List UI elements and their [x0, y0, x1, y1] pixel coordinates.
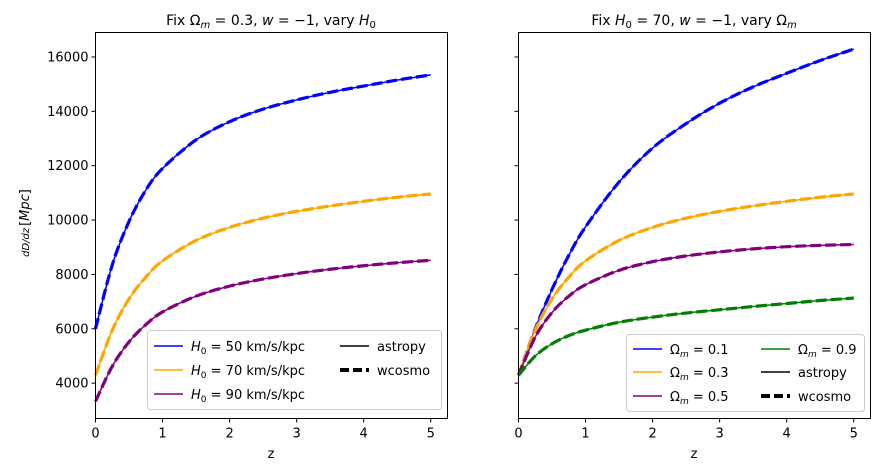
- series-0-0-astropy-line: [94, 74, 431, 329]
- left-x-axis-label: z: [268, 447, 275, 462]
- left-plot-area: [93, 73, 431, 403]
- series-1-3-wcosmo-line: [517, 296, 854, 377]
- x-tick-label: 3: [293, 427, 301, 442]
- legend-label-astropy-right: astropy: [798, 366, 847, 381]
- x-tick-label: 5: [427, 427, 435, 442]
- legend-label-om-01: Ωm = 0.1: [670, 343, 729, 360]
- legend-label-h0-90: H0 = 90 km/s/kpc: [191, 388, 305, 405]
- right-panel: Fix H0 = 70, w = −1, vary Ωm 0 1 2 3 4 5 z Ωm…: [514, 13, 871, 462]
- y-tick-label: 16000: [47, 50, 88, 65]
- right-axes-frame: [518, 32, 871, 419]
- x-tick-label: 5: [850, 427, 858, 442]
- legend-label-wcosmo: wcosmo: [377, 364, 430, 379]
- left-axes: 0 1 2 3 4 5 4000 6000 8000 10000 12000 14000 16000: [47, 50, 435, 441]
- left-panel: Fix Ωm = 0.3, w = −1, vary H0 0 1 2 3 4 5 4000…: [47, 13, 448, 462]
- legend-label-astropy: astropy: [377, 340, 426, 355]
- x-tick-label: 0: [91, 427, 99, 442]
- series-1-0-wcosmo-line: [516, 47, 855, 376]
- right-legend-frame: [626, 334, 865, 412]
- legend-label-om-03: Ωm = 0.3: [670, 366, 729, 383]
- x-tick-label: 2: [225, 427, 233, 442]
- y-tick-label: 10000: [47, 214, 88, 229]
- right-x-axis-label: z: [691, 447, 698, 462]
- y-axis-label: dD/dz[Mpc]: [18, 189, 33, 257]
- legend-label-wcosmo-right: wcosmo: [798, 390, 851, 405]
- right-legend: Ωm = 0.1 Ωm = 0.3 Ωm = 0.5 Ωm = 0.9 astr…: [626, 334, 865, 412]
- x-tick-label: 4: [783, 427, 791, 442]
- y-tick-label: 12000: [47, 159, 88, 174]
- legend-label-om-05: Ωm = 0.5: [670, 390, 729, 407]
- right-chart-title: Fix H0 = 70, w = −1, vary Ωm: [591, 13, 797, 31]
- y-tick-label: 14000: [47, 105, 88, 120]
- left-chart-title: Fix Ωm = 0.3, w = −1, vary H0: [166, 13, 376, 31]
- series-0-0-wcosmo-line: [93, 73, 431, 330]
- right-axes: 0 1 2 3 4 5: [514, 56, 858, 442]
- left-legend: H0 = 50 km/s/kpc H0 = 70 km/s/kpc H0 = 9…: [147, 330, 442, 410]
- y-tick-label: 4000: [55, 377, 88, 392]
- legend-label-h0-50: H0 = 50 km/s/kpc: [191, 340, 305, 357]
- x-tick-label: 2: [648, 427, 656, 442]
- x-tick-label: 1: [581, 427, 589, 442]
- left-axes-frame: [95, 32, 448, 419]
- legend-label-h0-70: H0 = 70 km/s/kpc: [191, 364, 305, 381]
- x-tick-label: 1: [158, 427, 166, 442]
- y-tick-label: 8000: [55, 268, 88, 283]
- series-1-2-wcosmo-line: [517, 242, 854, 376]
- left-legend-frame: [147, 330, 442, 410]
- x-tick-label: 3: [716, 427, 724, 442]
- right-plot-area: [516, 47, 855, 377]
- series-1-0-astropy-line: [517, 48, 854, 376]
- x-tick-label: 4: [360, 427, 368, 442]
- x-tick-label: 0: [514, 427, 522, 442]
- legend-label-om-09: Ωm = 0.9: [798, 343, 857, 360]
- series-0-1-wcosmo-line: [93, 192, 431, 376]
- series-0-2-wcosmo-line: [94, 258, 431, 403]
- y-tick-label: 6000: [55, 322, 88, 337]
- series-1-1-wcosmo-line: [516, 192, 854, 376]
